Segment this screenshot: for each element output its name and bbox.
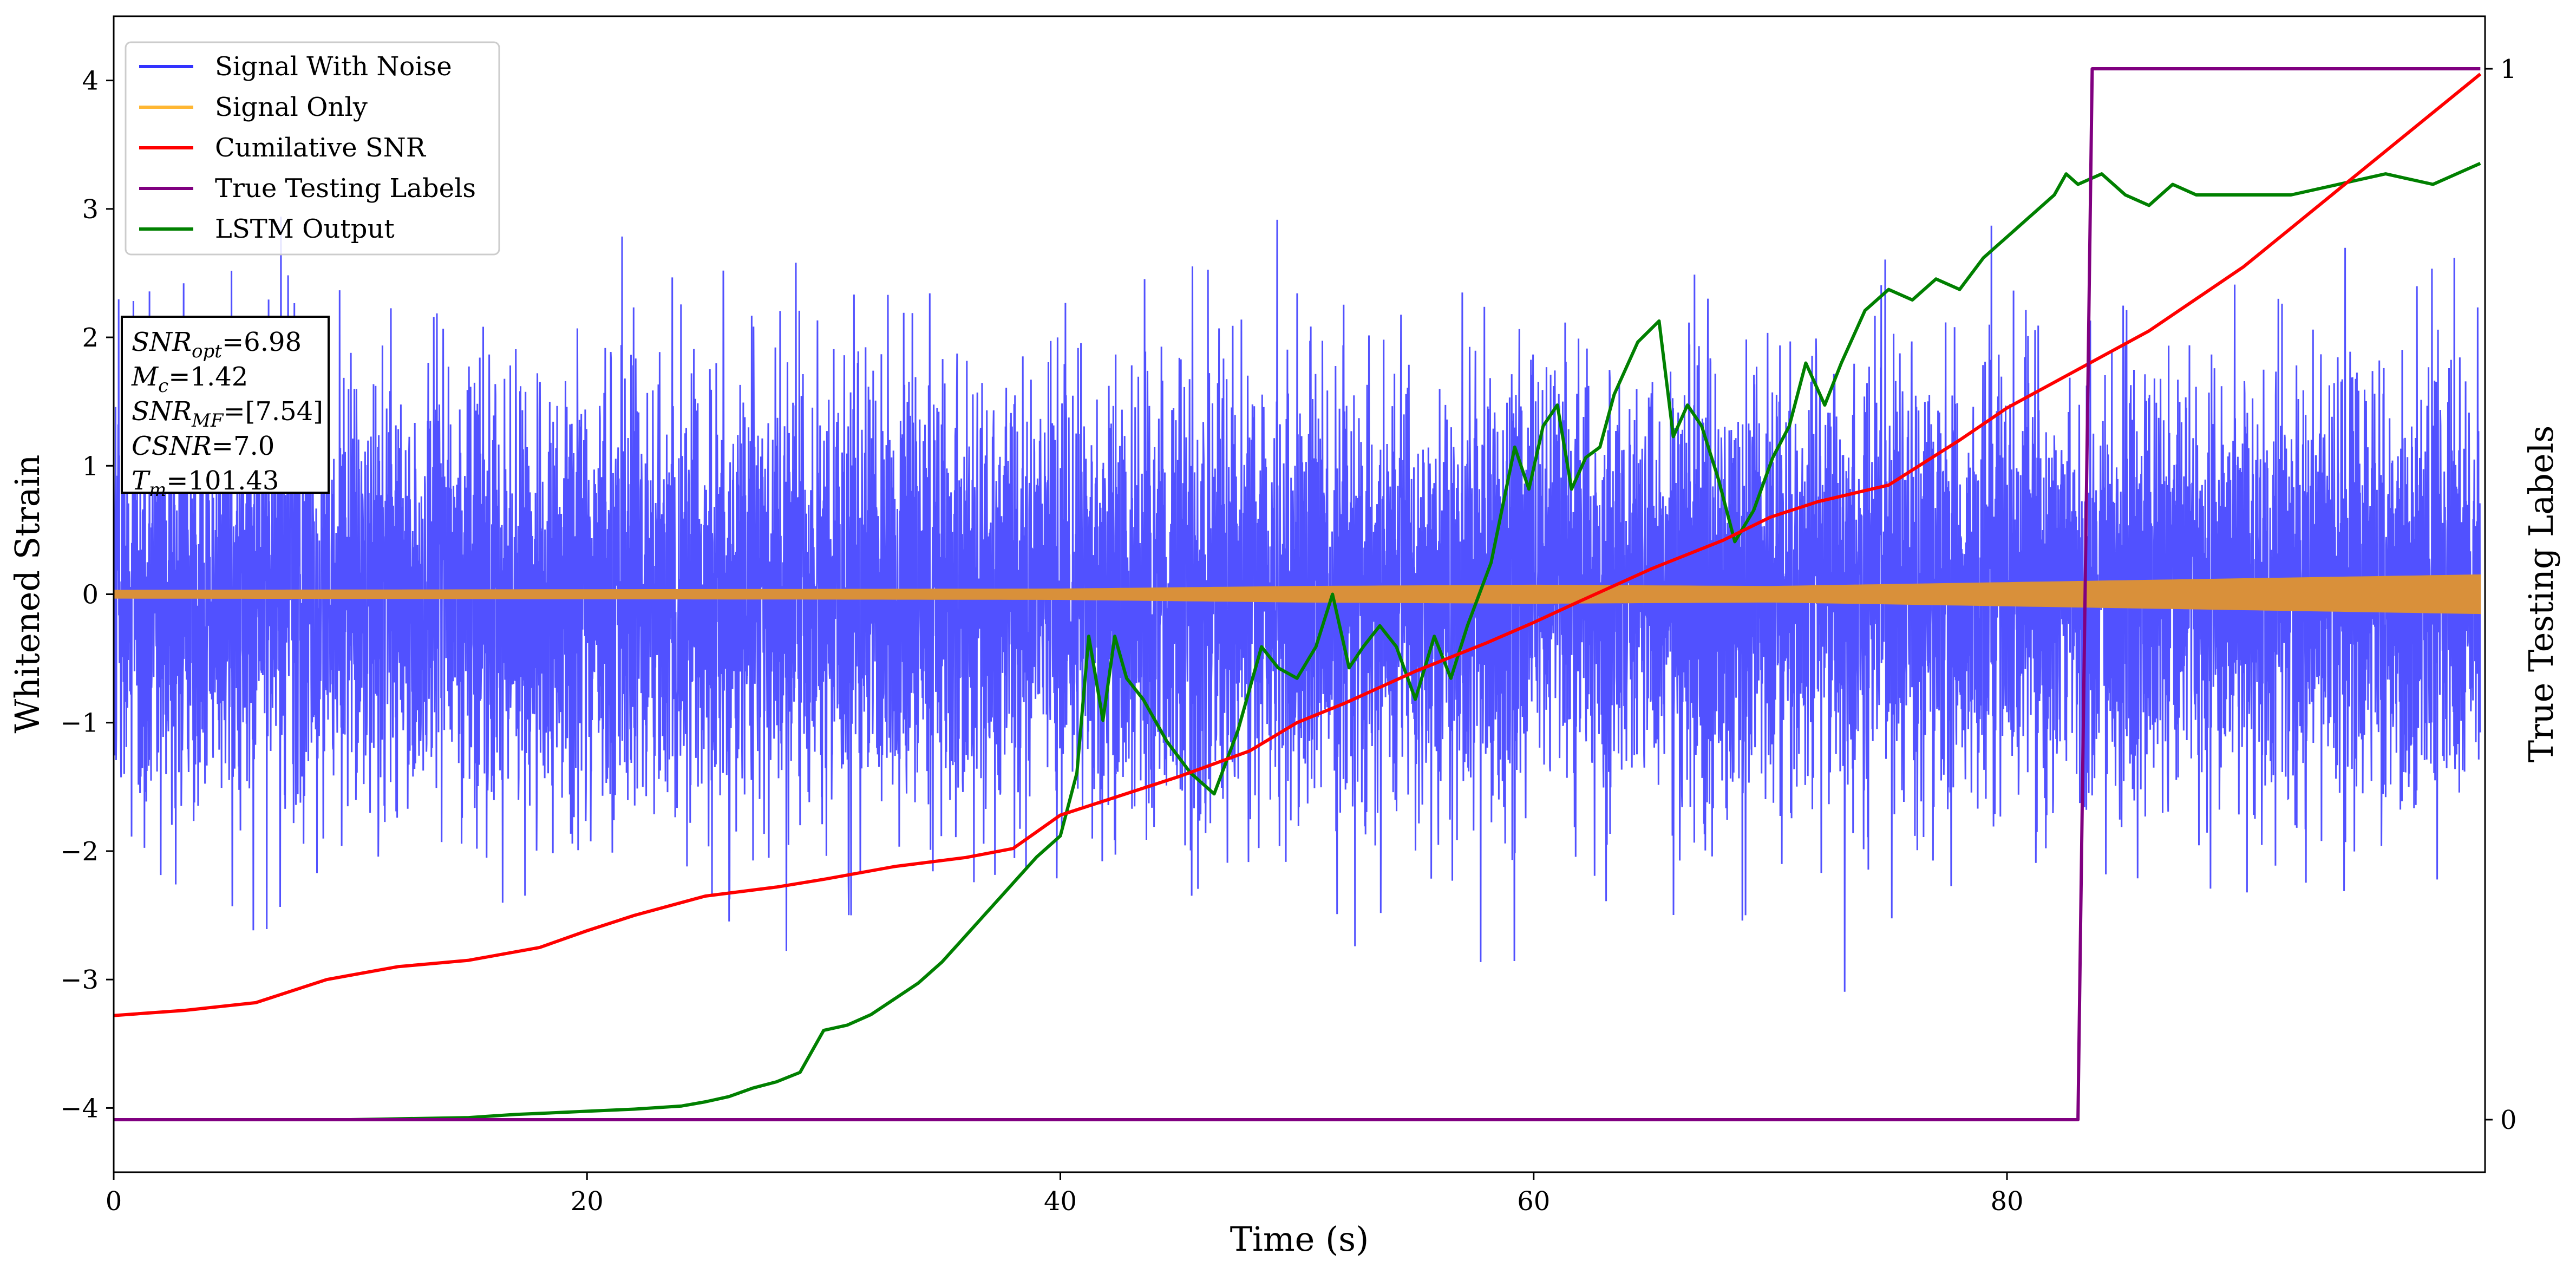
signal-only-series	[114, 574, 2481, 615]
x-tick-label-80: 80	[1990, 1186, 2023, 1217]
signal-with-noise-line	[114, 217, 2481, 992]
y-right-tick-label-1: 1	[2500, 54, 2517, 84]
y-axis-label: Whitened Strain	[8, 455, 47, 734]
y-tick-label-0: 0	[82, 580, 99, 610]
info-snr-opt: SNRopt=6.98	[132, 327, 302, 362]
y-tick-label--4: −4	[60, 1093, 99, 1123]
legend-label-signal-only: Signal Only	[215, 92, 368, 122]
legend-label-signal-with-noise: Signal With Noise	[215, 51, 452, 82]
y-tick-label-3: 3	[82, 194, 99, 225]
legend-label-cumilative-snr: Cumilative SNR	[215, 133, 427, 163]
y-tick-label-4: 4	[82, 66, 99, 96]
info-box-frame	[121, 316, 330, 494]
y-tick-label--3: −3	[60, 965, 99, 995]
signal-with-noise-series	[114, 217, 2481, 992]
true-testing-labels-series	[114, 67, 2481, 1121]
legend-box	[125, 41, 500, 256]
x-tick-label-60: 60	[1517, 1186, 1550, 1217]
info-merger-time: Tm=101.43	[132, 466, 279, 501]
y-tick-label-1: 1	[82, 451, 99, 481]
y-tick-label--1: −1	[60, 708, 99, 739]
x-tick-label-0: 0	[106, 1186, 122, 1217]
info-chirp-mass: Mc=1.42	[131, 362, 248, 397]
info-snr-mf: SNRMF=[7.54]	[132, 396, 323, 432]
cumilative-snr-series	[114, 73, 2482, 1017]
legend-label-lstm-output: LSTM Output	[215, 214, 395, 244]
x-tick-label-40: 40	[1044, 1186, 1077, 1217]
x-axis-label: Time (s)	[1230, 1219, 1369, 1259]
info-csnr: CSNR=7.0	[132, 431, 274, 461]
y-axis-right-label: True Testing Labels	[2521, 426, 2561, 763]
y-tick-label--2: −2	[60, 837, 99, 867]
x-tick-label-20: 20	[571, 1186, 604, 1217]
legend-label-true-testing-labels: True Testing Labels	[215, 173, 476, 204]
lstm-output-series	[114, 161, 2481, 1121]
y-right-tick-label-0: 0	[2500, 1105, 2517, 1135]
legend: Signal With Noise Signal Only Cumilative…	[125, 41, 500, 256]
y-tick-label-2: 2	[82, 323, 99, 353]
info-box: SNRopt=6.98 Mc=1.42 SNRMF=[7.54] CSNR=7.…	[121, 316, 330, 501]
